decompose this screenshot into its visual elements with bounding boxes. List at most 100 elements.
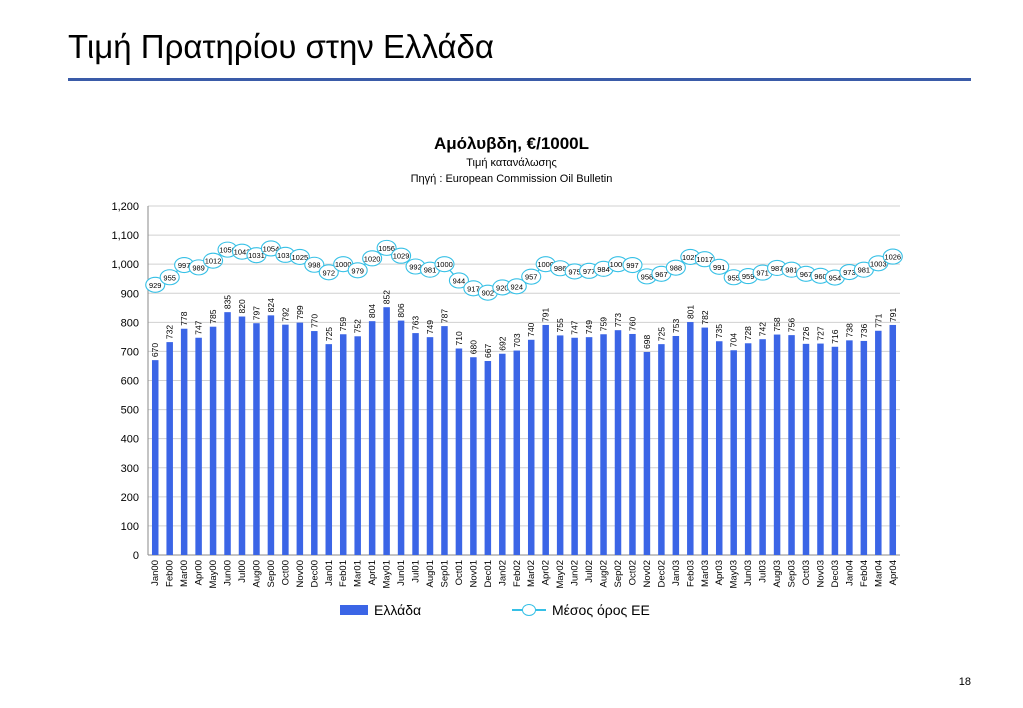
- x-tick-label: Sep02: [613, 560, 624, 587]
- x-tick-label: Jan00: [150, 560, 161, 586]
- bar-value-label: 747: [570, 320, 580, 334]
- x-tick-label: Oct01: [454, 560, 465, 585]
- bar-value-label: 782: [700, 310, 710, 324]
- x-tick-label: Mar03: [700, 560, 711, 587]
- bar: [484, 361, 492, 555]
- bar: [730, 350, 737, 555]
- chart-subtitle-2: Πηγή : European Commission Oil Bulletin: [410, 173, 613, 185]
- x-tick-label: Dec00: [309, 560, 320, 587]
- bar-value-label: 787: [439, 309, 449, 323]
- bar: [253, 323, 260, 555]
- eu-average-value-label: 1000: [610, 260, 627, 269]
- x-tick-label: Feb04: [859, 560, 870, 587]
- eu-average-value-label: 972: [323, 268, 336, 277]
- eu-average-value-label: 979: [351, 266, 364, 275]
- y-tick-label: 100: [121, 521, 139, 533]
- eu-average-value-label: 1020: [364, 254, 381, 263]
- x-tick-label: Jun03: [743, 560, 754, 586]
- bar: [180, 328, 188, 555]
- bar-value-label: 824: [266, 298, 276, 312]
- eu-average-point: [376, 239, 397, 256]
- x-tick-label: Jul01: [411, 560, 422, 583]
- eu-average-point: [362, 250, 383, 267]
- eu-average-value-label: 1000: [537, 260, 554, 269]
- x-tick-label: Sep03: [787, 560, 798, 587]
- eu-average-value-label: 1056: [378, 244, 395, 253]
- eu-average-point: [448, 272, 469, 289]
- bar: [571, 337, 578, 555]
- eu-average-value-label: 957: [525, 273, 538, 282]
- bar: [860, 340, 868, 555]
- legend-label-eu-average: Μέσος όρος ΕΕ: [552, 602, 650, 618]
- eu-average-value-label: 1032: [277, 251, 294, 260]
- slide-title: Τιμή Πρατηρίου στην Ελλάδα: [68, 28, 495, 65]
- bar-value-label: 760: [627, 317, 637, 331]
- bar: [368, 321, 376, 555]
- y-tick-label: 1,000: [111, 259, 139, 271]
- eu-average-point: [318, 264, 339, 281]
- eu-average-value-label: 1054: [263, 244, 280, 253]
- bar: [441, 326, 448, 555]
- eu-average-value-label: 917: [467, 284, 480, 293]
- page-number: 18: [958, 676, 971, 688]
- x-tick-label: Mar00: [179, 560, 190, 587]
- eu-average-value-label: 986: [554, 264, 567, 273]
- x-tick-label: Nov02: [642, 560, 653, 587]
- bar-value-label: 759: [599, 317, 609, 331]
- bar: [354, 336, 361, 555]
- eu-average-point: [882, 248, 903, 265]
- bar-value-label: 759: [338, 317, 348, 331]
- eu-average-value-label: 1017: [696, 255, 713, 264]
- bar: [773, 334, 781, 555]
- x-tick-label: Apr04: [888, 560, 899, 585]
- bar: [166, 342, 173, 555]
- x-tick-label: Apr02: [541, 560, 552, 585]
- x-tick-label: Jan04: [844, 560, 855, 586]
- x-tick-label: Apr03: [714, 560, 725, 585]
- bar: [759, 339, 766, 555]
- bar: [325, 344, 333, 555]
- y-tick-label: 700: [121, 346, 139, 358]
- eu-average-value-label: 998: [308, 261, 321, 270]
- bar-value-label: 792: [280, 307, 290, 321]
- bar: [556, 335, 564, 555]
- eu-average-value-label: 1012: [205, 257, 222, 266]
- eu-average-point: [203, 252, 224, 269]
- title-divider: [68, 78, 971, 81]
- bar-value-label: 785: [208, 309, 218, 323]
- eu-average-value-label: 959: [742, 272, 755, 281]
- x-tick-label: Mar01: [353, 560, 364, 587]
- eu-average-value-label: 967: [800, 270, 813, 279]
- bar: [643, 351, 651, 555]
- legend-label-greece: Ελλάδα: [374, 602, 422, 618]
- x-tick-label: Aug03: [772, 560, 783, 587]
- bar-value-label: 732: [165, 325, 175, 339]
- bar: [658, 344, 665, 555]
- x-tick-label: Aug02: [599, 560, 610, 587]
- y-tick-label: 500: [121, 405, 139, 417]
- eu-average-point: [145, 276, 166, 293]
- bar-value-label: 749: [584, 320, 594, 334]
- legend-bar-swatch: [340, 605, 368, 615]
- bar-value-label: 763: [411, 316, 421, 330]
- eu-average-value-label: 1000: [436, 260, 453, 269]
- eu-average-value-label: 997: [626, 261, 639, 270]
- bar-value-label: 726: [801, 326, 811, 340]
- eu-average-value-label: 992: [409, 262, 422, 271]
- bar-value-label: 736: [859, 323, 869, 337]
- eu-average-point: [709, 258, 730, 275]
- eu-average-value-label: 997: [178, 261, 191, 270]
- bar-value-label: 738: [844, 323, 854, 337]
- eu-average-value-label: 929: [149, 281, 162, 290]
- bar-value-label: 778: [179, 311, 189, 325]
- bar: [151, 360, 159, 555]
- x-tick-label: Apr01: [367, 560, 378, 585]
- bar: [846, 340, 853, 555]
- bar: [715, 341, 723, 555]
- x-tick-label: Sep01: [439, 560, 450, 587]
- bar: [788, 335, 795, 555]
- bar-value-label: 770: [309, 314, 319, 328]
- eu-average-value-label: 975: [568, 267, 581, 276]
- bar: [412, 333, 419, 555]
- eu-average-value-label: 967: [655, 270, 668, 279]
